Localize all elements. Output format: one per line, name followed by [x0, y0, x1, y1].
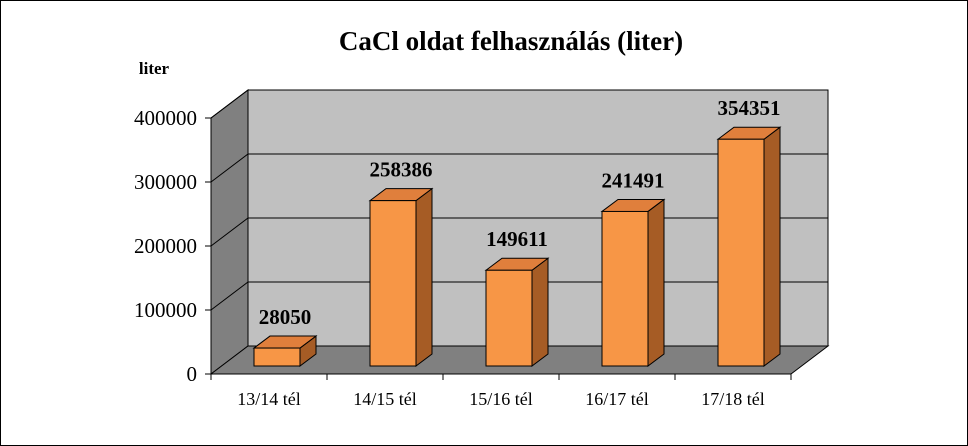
data-label: 258386 [370, 158, 433, 182]
gridline [210, 153, 828, 183]
bar-front [485, 269, 533, 367]
chart-title: CaCl oldat felhasználás (liter) [339, 26, 683, 56]
bar-3 [484, 257, 550, 367]
data-label: 241491 [602, 168, 665, 192]
bar-front [253, 347, 301, 367]
bar-4 [600, 198, 666, 367]
bar-front [369, 200, 417, 367]
data-label: 354351 [718, 96, 781, 120]
gridline [210, 89, 828, 119]
bar-side [531, 257, 549, 367]
y-axis-label: liter [139, 59, 170, 78]
bar-5 [716, 126, 782, 367]
y-tick-label: 100000 [134, 298, 197, 322]
x-tick-label: 14/15 tél [353, 389, 417, 409]
y-tick-label: 300000 [134, 170, 197, 194]
bar-1 [252, 335, 318, 367]
data-label: 149611 [486, 227, 548, 251]
bar-side [763, 126, 781, 367]
y-tick-label: 0 [187, 362, 198, 386]
y-tick-label: 200000 [134, 234, 197, 258]
bar-side [415, 187, 433, 367]
axes [205, 117, 792, 380]
y-tick-label: 400000 [134, 106, 197, 130]
bar-front [717, 138, 765, 367]
bar-front [601, 210, 649, 367]
bars [252, 126, 782, 367]
data-label: 28050 [259, 305, 312, 329]
bar-2 [368, 187, 434, 367]
x-tick-label: 16/17 tél [585, 389, 649, 409]
x-tick-label: 17/18 tél [701, 389, 765, 409]
x-tick-label: 15/16 tél [469, 389, 533, 409]
x-tick-label: 13/14 tél [237, 389, 301, 409]
bar-side [647, 198, 665, 367]
labels: CaCl oldat felhasználás (liter) liter 0 1… [134, 26, 781, 409]
